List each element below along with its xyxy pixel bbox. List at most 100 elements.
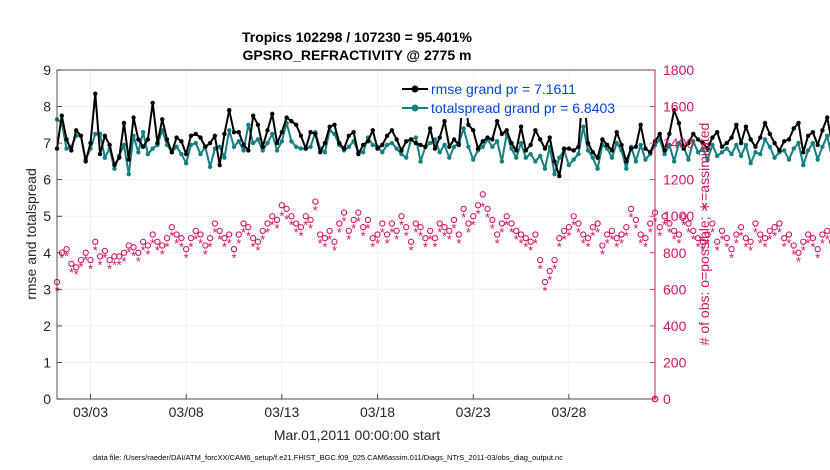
rmse-point <box>643 146 648 151</box>
obs-assimilated-point: * <box>289 218 294 233</box>
obs-assimilated-point: * <box>542 283 547 298</box>
obs-possible-point <box>154 238 161 245</box>
obs-possible-point <box>618 231 625 238</box>
obs-possible-point <box>235 231 242 238</box>
totalspread-point <box>222 155 227 160</box>
rmse-point <box>241 142 246 148</box>
obs-possible-point <box>259 227 266 234</box>
rmse-point <box>442 118 447 124</box>
obs-assimilated-point: * <box>609 232 614 247</box>
obs-possible-point <box>369 235 376 242</box>
totalspread-point <box>461 126 466 131</box>
rmse-point <box>327 124 332 129</box>
totalspread-point <box>643 157 648 162</box>
totalspread-point <box>231 144 237 149</box>
rmse-point <box>681 146 686 151</box>
rmse-point <box>494 118 500 124</box>
obs-possible-point <box>604 231 611 238</box>
totalspread-point <box>217 144 222 149</box>
obs-possible-point <box>594 220 601 227</box>
rmse-point <box>700 140 706 146</box>
rmse-point <box>116 155 122 160</box>
rmse-point <box>815 142 820 148</box>
rmse-point <box>691 131 696 137</box>
rmse-point <box>609 148 615 153</box>
chart-title-line1: Tropics 102298 / 107230 = 95.401% <box>242 29 473 45</box>
rmse-point <box>767 131 773 137</box>
obs-assimilated-point: * <box>198 236 203 251</box>
obs-possible-point <box>436 220 443 227</box>
obs-possible-point <box>752 220 759 227</box>
obs-possible-point <box>297 224 305 231</box>
obs-possible-point <box>302 213 309 220</box>
rmse-point <box>427 126 433 131</box>
y-tick-label-left: 1 <box>43 354 51 370</box>
obs-possible-point <box>819 231 826 238</box>
rmse-point <box>212 133 218 138</box>
obs-possible-point <box>331 238 338 245</box>
obs-assimilated-point: * <box>145 247 150 262</box>
obs-possible-point <box>455 231 463 238</box>
obs-possible-point <box>737 224 745 231</box>
totalspread-point <box>514 155 519 160</box>
obs-possible-point <box>465 220 472 227</box>
obs-possible-point <box>546 267 553 275</box>
rmse-point <box>710 135 715 140</box>
rmse-point <box>375 146 380 151</box>
obs-assimilated-point: * <box>724 239 729 254</box>
rmse-point <box>160 117 165 122</box>
totalspread-point <box>198 151 203 157</box>
y-tick-label-right: 800 <box>663 245 687 261</box>
obs-possible-point <box>785 231 793 238</box>
obs-assimilated-point: * <box>160 247 165 262</box>
left-axis: 0 1 2 3 4 5 6 7 8 9 <box>43 62 62 407</box>
totalspread-point <box>447 155 452 160</box>
totalspread-point <box>796 140 801 146</box>
obs-assimilated-point: * <box>74 267 79 282</box>
rmse-point <box>576 144 581 149</box>
obs-possible-point <box>379 220 386 227</box>
y-tick-label-left: 0 <box>43 391 51 407</box>
rmse-point <box>227 108 232 113</box>
totalspread-point <box>691 139 696 144</box>
totalspread-point <box>126 171 131 177</box>
obs-assimilated-point: * <box>337 225 342 240</box>
totalspread-point <box>590 155 596 160</box>
rmse-point <box>59 113 64 118</box>
rmse-point <box>198 135 203 140</box>
obs-assimilated-point: * <box>102 250 107 265</box>
rmse-point <box>203 144 208 149</box>
rmse-point <box>317 150 323 155</box>
rmse-point <box>423 144 428 149</box>
totalspread-point <box>260 148 265 153</box>
obs-assimilated-point: * <box>69 265 74 280</box>
obs-possible-point <box>450 216 458 224</box>
obs-assimilated-point: * <box>748 243 753 258</box>
obs-possible-point <box>149 231 156 238</box>
obs-assimilated-point: * <box>179 239 184 254</box>
rmse-point <box>341 146 347 151</box>
rmse-point <box>719 144 725 149</box>
obs-assimilated-point: * <box>767 232 772 247</box>
rmse-point <box>523 148 529 153</box>
obs-possible-point <box>135 249 142 256</box>
obs-possible-point <box>814 245 821 253</box>
totalspread-point <box>581 124 586 129</box>
y-tick-label-right: 1200 <box>663 172 694 188</box>
obs-assimilated-point: * <box>275 221 280 236</box>
rmse-point <box>408 137 414 142</box>
obs-possible-point <box>551 256 558 264</box>
obs-assimilated-point: * <box>514 232 519 247</box>
obs-assimilated-point: * <box>394 232 399 247</box>
totalspread-point <box>805 148 811 153</box>
obs-assimilated-point: * <box>786 236 791 251</box>
totalspread-point <box>64 146 69 151</box>
rmse-point <box>207 140 213 146</box>
obs-assimilated-point: * <box>605 236 610 251</box>
obs-assimilated-point: * <box>294 225 299 240</box>
legend-spread-label: totalspread grand pr = 6.8403 <box>431 100 615 116</box>
obs-possible-point <box>656 224 663 231</box>
obs-assimilated-point: * <box>600 247 605 262</box>
obs-possible-point <box>197 231 204 238</box>
totalspread-point <box>174 144 179 149</box>
